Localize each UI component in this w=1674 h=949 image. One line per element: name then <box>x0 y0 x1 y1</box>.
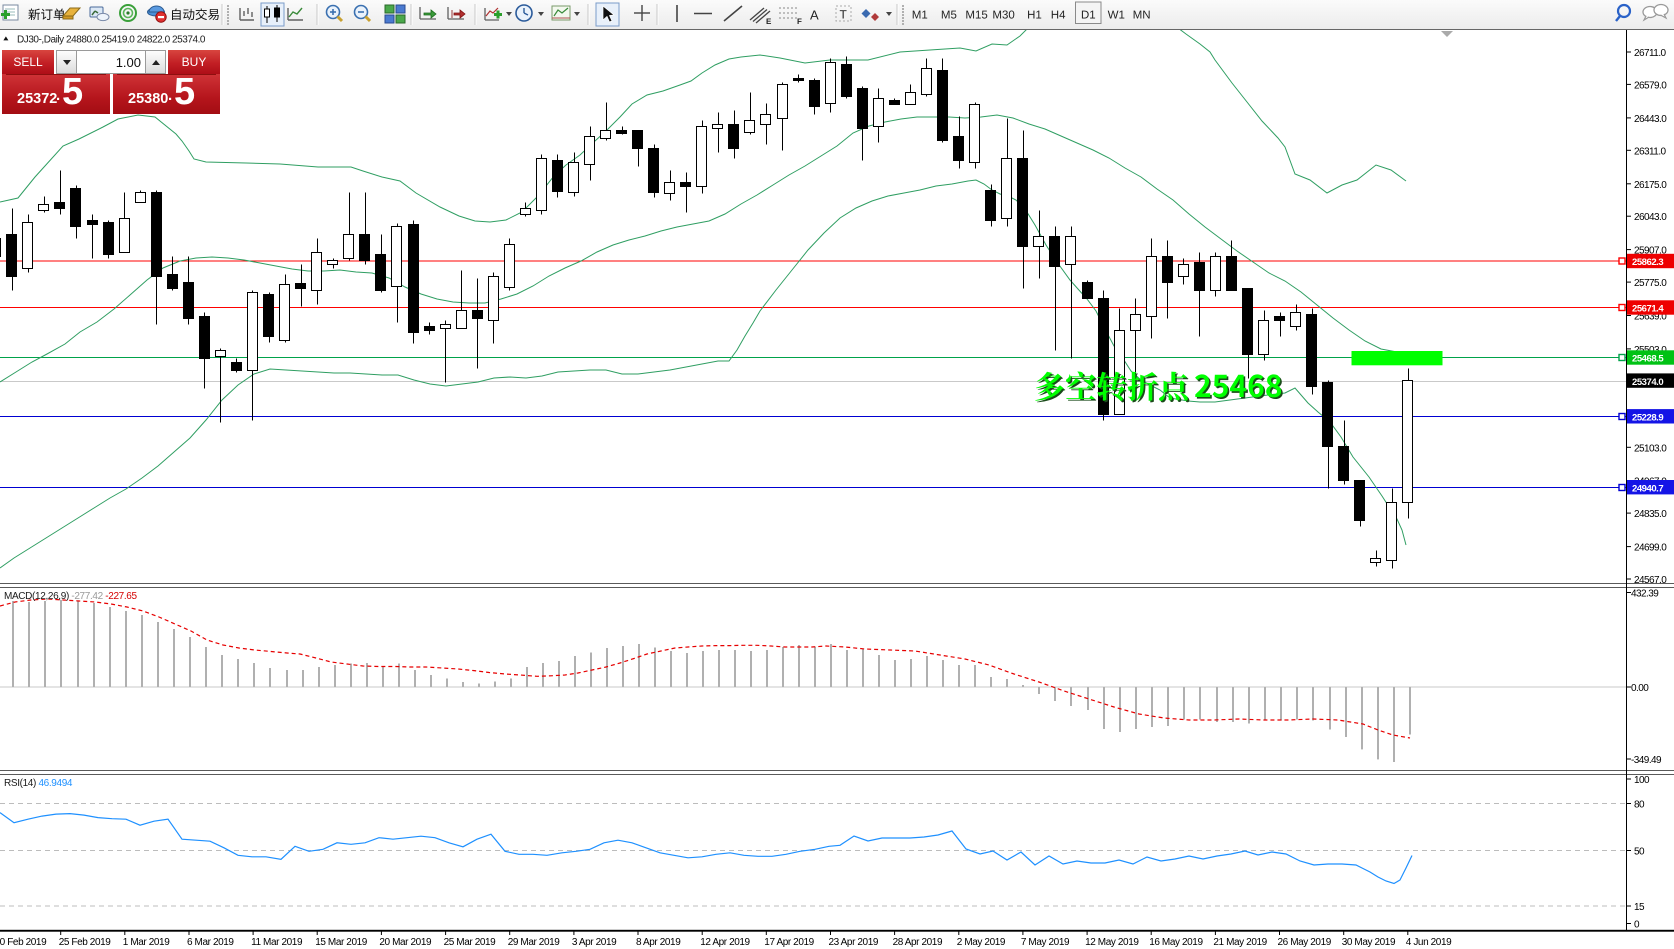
svg-text:26311.0: 26311.0 <box>1634 146 1667 157</box>
svg-text:-349.49: -349.49 <box>1631 755 1662 766</box>
svg-text:24699.0: 24699.0 <box>1634 543 1667 554</box>
svg-text:MACD(12,26,9) -277.42 -227.65: MACD(12,26,9) -277.42 -227.65 <box>4 591 138 602</box>
svg-text:11 Mar 2019: 11 Mar 2019 <box>251 937 303 948</box>
svg-text:15 Mar 2019: 15 Mar 2019 <box>315 937 368 948</box>
svg-text:25639.0: 25639.0 <box>1634 312 1667 323</box>
svg-text:25775.0: 25775.0 <box>1634 278 1667 289</box>
svg-text:29 Mar 2019: 29 Mar 2019 <box>508 937 561 948</box>
svg-text:25862.3: 25862.3 <box>1632 257 1663 268</box>
svg-text:20 Feb 2019: 20 Feb 2019 <box>0 937 47 948</box>
svg-text:12 May 2019: 12 May 2019 <box>1085 937 1139 948</box>
svg-text:12 Apr 2019: 12 Apr 2019 <box>700 937 750 948</box>
svg-text:25671.4: 25671.4 <box>1632 304 1664 315</box>
svg-text:RSI(14) 46.9494: RSI(14) 46.9494 <box>4 778 73 789</box>
svg-text:24835.0: 24835.0 <box>1634 509 1667 520</box>
svg-text:26443.0: 26443.0 <box>1634 114 1667 125</box>
svg-text:25374.0: 25374.0 <box>1632 377 1663 388</box>
svg-text:26043.0: 26043.0 <box>1634 212 1667 223</box>
svg-text:DJ30-,Daily 24880.0 25419.0 2: DJ30-,Daily 24880.0 25419.0 24822.0 2537… <box>17 35 206 46</box>
svg-text:4 Jun 2019: 4 Jun 2019 <box>1406 937 1452 948</box>
svg-text:25 Mar 2019: 25 Mar 2019 <box>444 937 497 948</box>
svg-text:28 Apr 2019: 28 Apr 2019 <box>893 937 943 948</box>
svg-text:100: 100 <box>1634 775 1650 786</box>
svg-text:80: 80 <box>1634 800 1645 811</box>
svg-text:26175.0: 26175.0 <box>1634 180 1667 191</box>
svg-text:20 Mar 2019: 20 Mar 2019 <box>379 937 432 948</box>
svg-text:50: 50 <box>1634 847 1645 858</box>
svg-text:6 Mar 2019: 6 Mar 2019 <box>187 937 234 948</box>
svg-text:15: 15 <box>1634 902 1645 913</box>
svg-text:0: 0 <box>1634 920 1640 931</box>
svg-text:23 Apr 2019: 23 Apr 2019 <box>829 937 879 948</box>
svg-text:25 Feb 2019: 25 Feb 2019 <box>59 937 112 948</box>
svg-text:0.00: 0.00 <box>1631 683 1649 694</box>
svg-text:2 May 2019: 2 May 2019 <box>957 937 1006 948</box>
svg-text:17 Apr 2019: 17 Apr 2019 <box>764 937 814 948</box>
svg-text:8 Apr 2019: 8 Apr 2019 <box>636 937 681 948</box>
svg-text:26 May 2019: 26 May 2019 <box>1278 937 1332 948</box>
svg-text:30 May 2019: 30 May 2019 <box>1342 937 1396 948</box>
svg-text:25103.0: 25103.0 <box>1634 443 1667 454</box>
svg-text:21 May 2019: 21 May 2019 <box>1213 937 1267 948</box>
svg-text:1 Mar 2019: 1 Mar 2019 <box>123 937 170 948</box>
svg-text:16 May 2019: 16 May 2019 <box>1149 937 1203 948</box>
svg-text:24567.0: 24567.0 <box>1634 575 1667 586</box>
svg-text:432.39: 432.39 <box>1631 589 1659 600</box>
svg-text:25228.9: 25228.9 <box>1632 413 1663 424</box>
svg-text:25907.0: 25907.0 <box>1634 246 1667 257</box>
svg-text:25468.5: 25468.5 <box>1632 354 1664 365</box>
svg-text:26579.0: 26579.0 <box>1634 80 1667 91</box>
svg-text:24940.7: 24940.7 <box>1632 483 1663 494</box>
svg-text:7 May 2019: 7 May 2019 <box>1021 937 1070 948</box>
svg-text:26711.0: 26711.0 <box>1634 48 1667 59</box>
svg-text:3 Apr 2019: 3 Apr 2019 <box>572 937 617 948</box>
